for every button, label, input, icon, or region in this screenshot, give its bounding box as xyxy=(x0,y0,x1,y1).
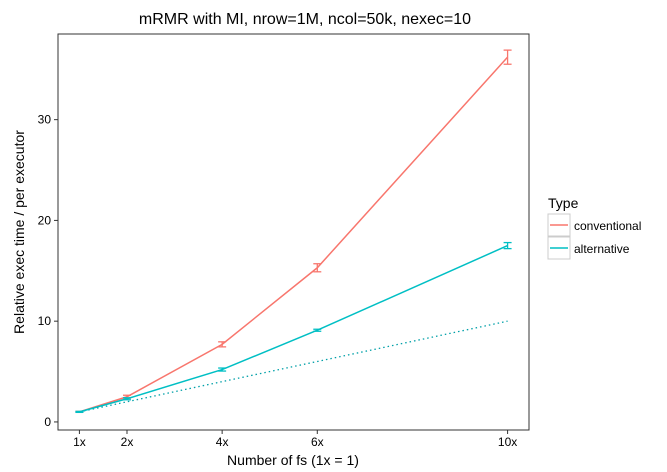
x-axis: 1x 2x 4x 6x 10x xyxy=(73,430,517,449)
reference-line-layer xyxy=(79,320,508,413)
x-tick-label: 2x xyxy=(121,435,134,449)
y-tick-label: 10 xyxy=(38,314,52,328)
y-tick-label: 0 xyxy=(44,415,51,429)
x-tick-label: 4x xyxy=(216,435,229,449)
x-tick-label: 10x xyxy=(498,435,517,449)
chart-title: mRMR with MI, nrow=1M, ncol=50k, nexec=1… xyxy=(139,11,471,28)
x-tick-label: 1x xyxy=(73,435,86,449)
y-tick-label: 30 xyxy=(38,113,52,127)
y-axis-title: Relative exec time / per executor xyxy=(11,130,27,334)
plot-panel xyxy=(57,33,530,431)
legend-label-alternative: alternative xyxy=(574,242,630,256)
reference-line xyxy=(79,320,508,413)
legend: Type conventional alternative xyxy=(547,195,641,260)
x-axis-title: Number of fs (1x = 1) xyxy=(227,452,359,468)
series-layer xyxy=(75,49,512,414)
y-tick-label: 20 xyxy=(38,213,52,227)
legend-title: Type xyxy=(548,195,579,211)
legend-label-conventional: conventional xyxy=(574,219,641,233)
y-axis: 0 10 20 30 xyxy=(38,113,58,429)
x-tick-label: 6x xyxy=(311,435,324,449)
